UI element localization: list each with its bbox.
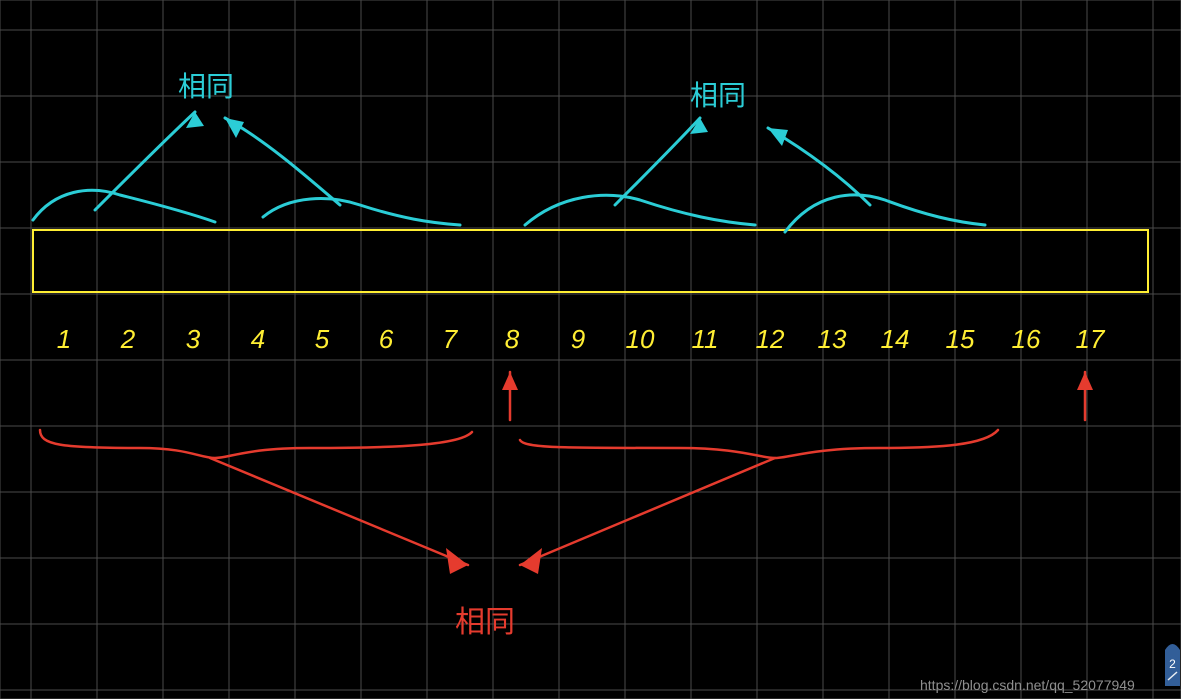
watermark-text: https://blog.csdn.net/qq_52077949 [920, 677, 1135, 693]
red-arrow-line [210, 458, 468, 565]
red-up-arrow-head [502, 372, 518, 390]
index-label: 6 [379, 324, 394, 354]
red-label: 相同 [455, 606, 515, 639]
scroll-hint: 2 [1165, 644, 1180, 686]
index-row: 1234567891011121314151617 [57, 324, 1106, 354]
index-label: 10 [626, 324, 655, 354]
cyan-arrow-head [768, 128, 788, 146]
array-box [33, 230, 1148, 292]
scroll-hint-text: 2 [1169, 657, 1176, 671]
cyan-label: 相同 [690, 80, 746, 111]
red-arrow-head [520, 548, 542, 574]
red-annotations: 相同 [40, 372, 1093, 639]
index-label: 7 [443, 324, 459, 354]
index-label: 14 [881, 324, 910, 354]
index-label: 12 [756, 324, 785, 354]
index-label: 4 [251, 324, 265, 354]
index-label: 2 [120, 324, 136, 354]
index-label: 5 [315, 324, 330, 354]
index-label: 8 [505, 324, 520, 354]
diagram-canvas: 1234567891011121314151617相同相同相同https://b… [0, 0, 1181, 699]
index-label: 1 [57, 324, 71, 354]
cyan-arrow-head [186, 112, 204, 128]
red-up-arrow-head [1077, 372, 1093, 390]
red-arrow-line [520, 458, 775, 565]
red-arrow-head [446, 548, 468, 574]
index-label: 17 [1076, 324, 1106, 354]
index-label: 15 [946, 324, 975, 354]
index-label: 9 [571, 324, 585, 354]
cyan-annotations: 相同 相同 [33, 71, 985, 232]
red-bracket [40, 430, 472, 458]
grid [0, 0, 1181, 699]
cyan-arrow-line [95, 112, 195, 210]
index-label: 16 [1012, 324, 1041, 354]
cyan-bracket [33, 190, 215, 222]
index-label: 11 [692, 324, 719, 354]
index-label: 13 [818, 324, 847, 354]
index-label: 3 [186, 324, 201, 354]
red-bracket [520, 430, 998, 458]
cyan-label: 相同 [178, 71, 234, 102]
